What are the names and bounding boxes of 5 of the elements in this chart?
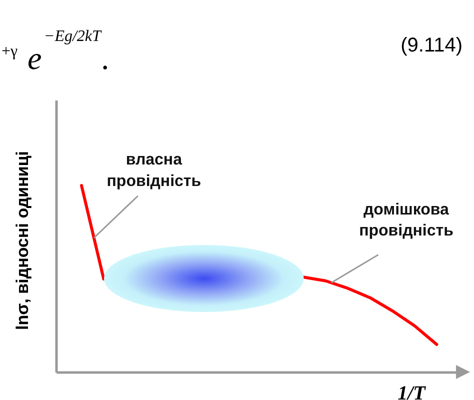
annotation: власна провідність xyxy=(106,152,202,190)
annotation: домішкова провідність xyxy=(359,201,454,240)
y-axis-title: lnσ, відносні одиниці xyxy=(13,150,32,330)
x-axis-title: 1/T xyxy=(398,382,426,400)
text: (9.114) xyxy=(400,34,463,56)
